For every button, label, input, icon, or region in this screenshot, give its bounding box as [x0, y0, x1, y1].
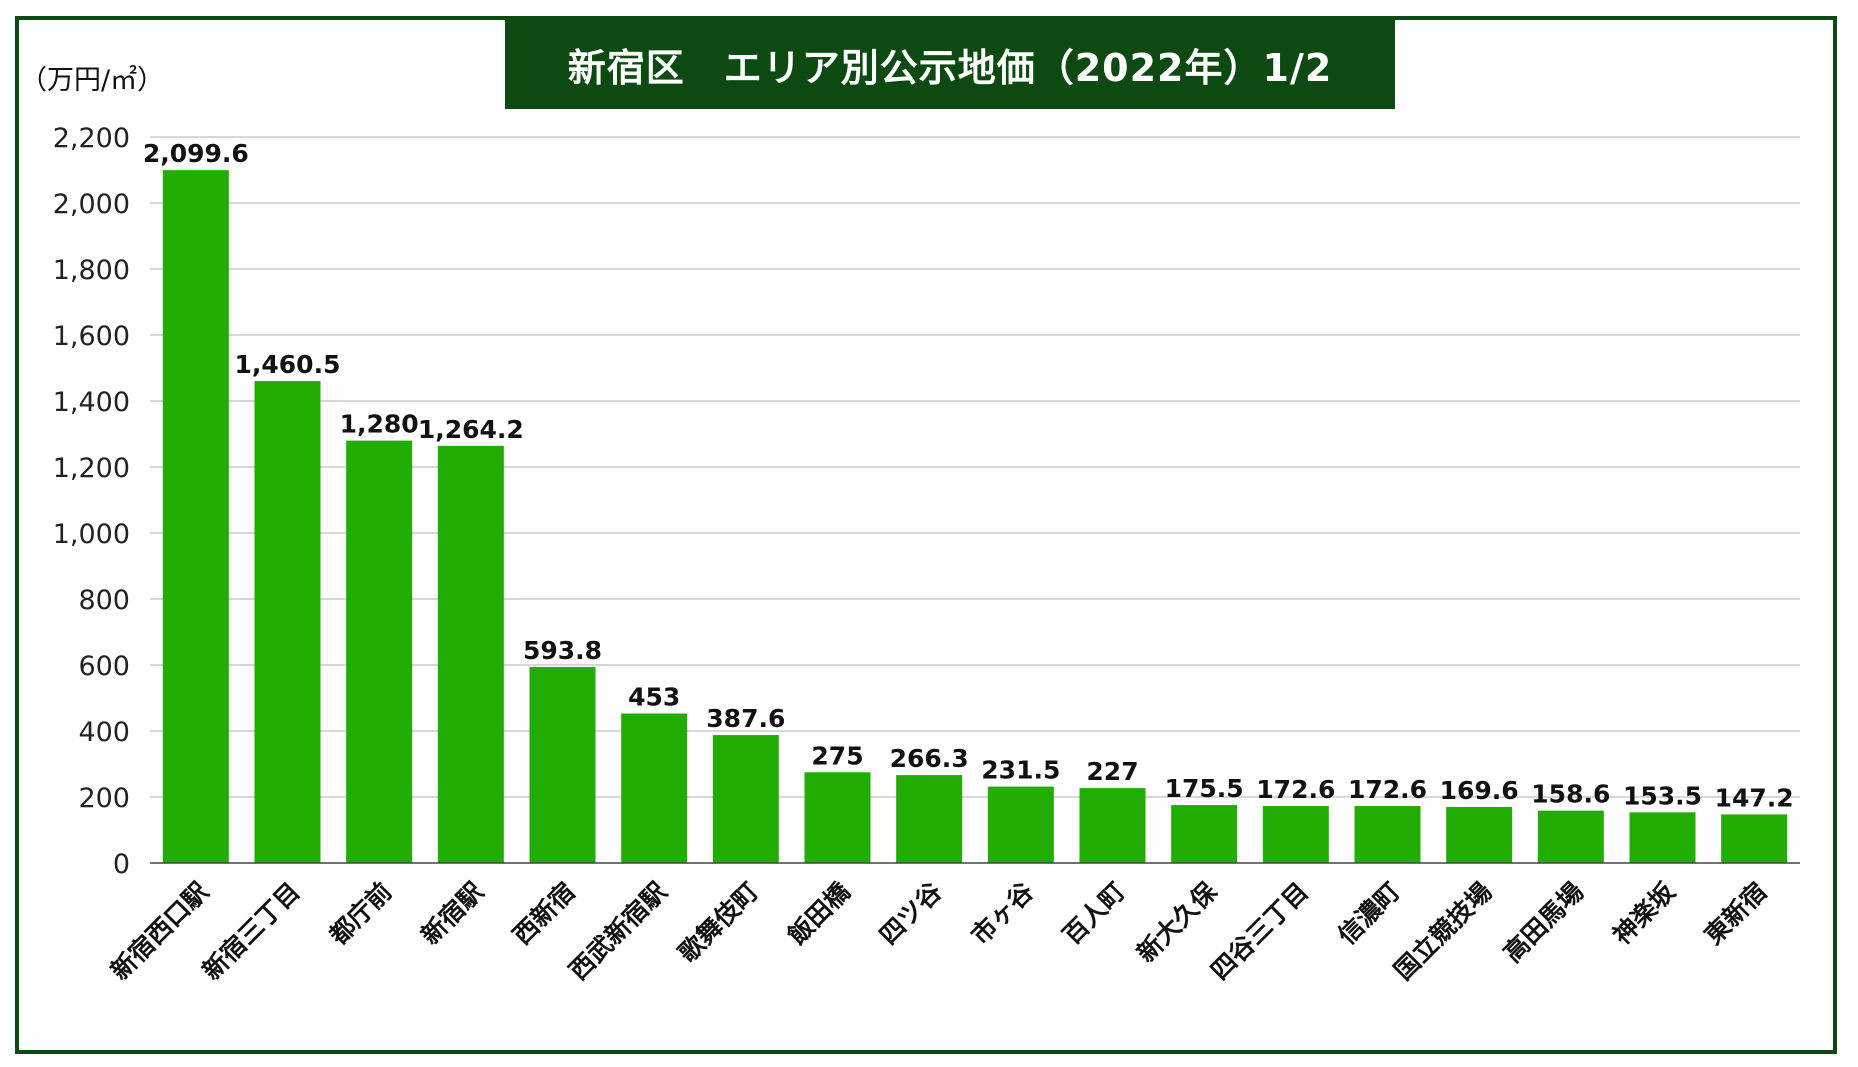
value-label: 275 [811, 741, 863, 770]
bar [1721, 814, 1788, 863]
y-tick-label: 600 [78, 651, 130, 682]
category-label: 新宿駅 [416, 877, 490, 951]
category-label: 東新宿 [1699, 877, 1773, 951]
value-label: 453 [628, 683, 680, 712]
bar [1079, 788, 1146, 863]
category-label: 西武新宿駅 [564, 877, 673, 986]
category-label: 飯田橋 [781, 876, 856, 951]
value-labels: 2,099.6 1,460.5 1,280 1,264.2 593.8 453 387.6 2… [143, 139, 1794, 812]
bar [621, 713, 688, 863]
y-tick-label: 400 [78, 717, 130, 748]
value-label: 147.2 [1715, 783, 1794, 812]
value-label: 172.6 [1348, 775, 1427, 804]
bar [1171, 805, 1238, 863]
bar [1537, 810, 1604, 863]
value-label: 175.5 [1165, 774, 1244, 803]
gridlines [150, 136, 1800, 798]
value-label: 2,099.6 [143, 139, 249, 168]
bar [529, 667, 596, 863]
bar [987, 786, 1054, 863]
y-tick-label: 0 [113, 849, 130, 880]
category-label: 歌舞伎町 [673, 877, 764, 968]
category-label: 新宿西口駅 [105, 877, 214, 986]
category-label: 市ヶ谷 [966, 876, 1040, 950]
bar [437, 445, 504, 863]
y-tick-label: 2,000 [53, 189, 130, 220]
bar [804, 772, 871, 863]
category-label: 新大久保 [1131, 876, 1223, 968]
y-tick-label: 1,200 [53, 453, 130, 484]
y-tick-label: 1,800 [53, 255, 130, 286]
y-tick-label: 800 [78, 585, 130, 616]
bar [346, 440, 413, 863]
value-label: 227 [1086, 757, 1138, 786]
bar [712, 735, 779, 863]
category-label: 四ツ谷 [874, 876, 948, 950]
value-label: 158.6 [1531, 780, 1610, 809]
bar [1262, 806, 1329, 863]
y-axis-ticks: 0 200 400 600 800 1,000 1,200 1,400 1,600 1,800 2,… [53, 123, 130, 880]
bar [1354, 806, 1421, 863]
category-label: 高田馬場 [1498, 877, 1589, 968]
category-label: 四谷三丁目 [1205, 877, 1314, 986]
bar [254, 381, 321, 863]
value-label: 172.6 [1256, 775, 1335, 804]
category-label: 国立競技場 [1389, 877, 1498, 986]
value-label: 1,264.2 [418, 415, 524, 444]
category-label: 信濃町 [1332, 877, 1406, 951]
value-label: 593.8 [523, 636, 602, 665]
category-label: 都庁前 [323, 877, 397, 951]
bar [1629, 812, 1696, 863]
value-label: 169.6 [1440, 776, 1519, 805]
y-tick-label: 1,000 [53, 519, 130, 550]
y-tick-label: 2,200 [53, 123, 130, 154]
y-axis-unit-label: （万円/㎡） [20, 65, 165, 96]
chart-title: 新宿区 エリア別公示地価（2022年）1/2 [567, 46, 1333, 90]
bars [162, 170, 1788, 863]
y-tick-label: 1,600 [53, 321, 130, 352]
bar [162, 170, 229, 863]
value-label: 153.5 [1623, 781, 1702, 810]
category-label: 西新宿 [507, 877, 581, 951]
bar [1446, 807, 1513, 863]
title-banner: 新宿区 エリア別公示地価（2022年）1/2 [505, 20, 1395, 109]
value-label: 1,280 [340, 410, 419, 439]
value-label: 387.6 [706, 704, 785, 733]
value-label: 1,460.5 [235, 350, 341, 379]
value-label: 231.5 [981, 756, 1060, 785]
y-tick-label: 200 [78, 783, 130, 814]
value-label: 266.3 [890, 744, 969, 773]
category-label: 新宿三丁目 [197, 877, 306, 986]
category-label: 神楽坂 [1607, 876, 1681, 950]
bar [896, 775, 963, 863]
y-tick-label: 1,400 [53, 387, 130, 418]
category-label: 百人町 [1057, 877, 1131, 951]
